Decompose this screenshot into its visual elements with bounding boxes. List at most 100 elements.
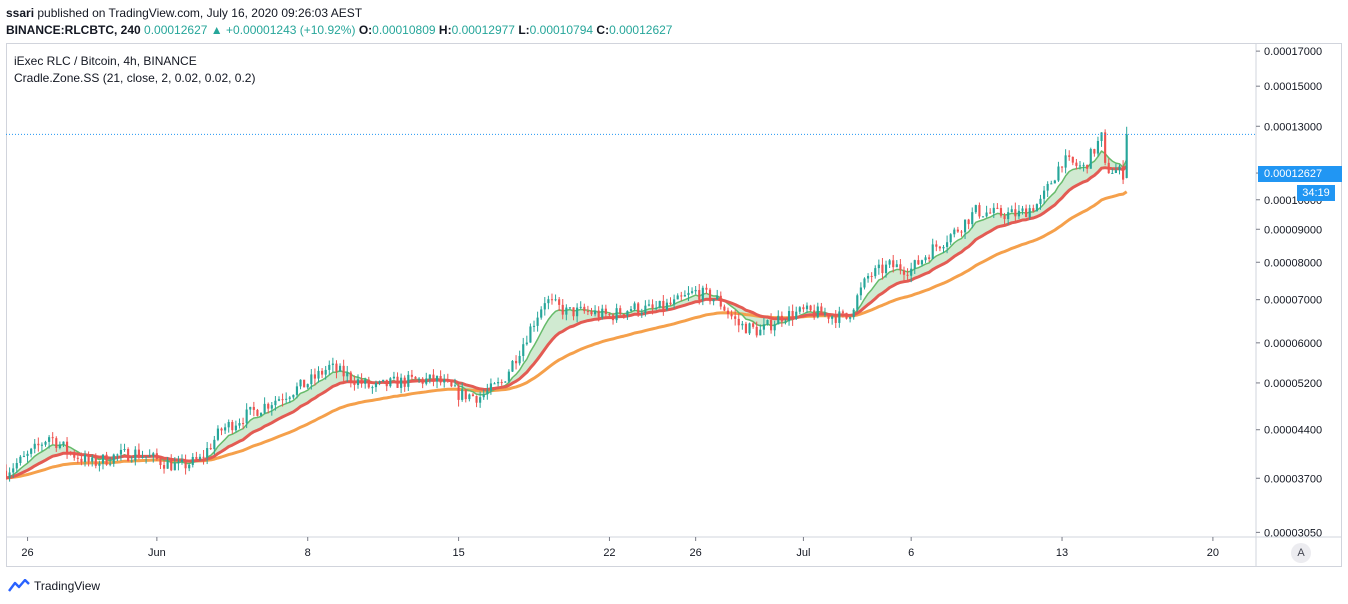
last-price-badge: 0.00012627 bbox=[1258, 166, 1342, 182]
open-label: O: bbox=[358, 23, 373, 37]
candle-body bbox=[19, 456, 22, 464]
candle-body bbox=[170, 460, 173, 471]
candle-body bbox=[198, 456, 202, 460]
y-tick-label: 0.00004400 bbox=[1264, 425, 1322, 437]
candle-body bbox=[295, 386, 299, 395]
candle-body bbox=[809, 305, 812, 311]
candle-body bbox=[306, 384, 309, 388]
candle-body bbox=[1039, 198, 1042, 205]
candle-body bbox=[389, 378, 392, 387]
candle-body bbox=[58, 444, 61, 449]
candle-body bbox=[73, 452, 76, 458]
candle-body bbox=[184, 459, 187, 469]
candle-body bbox=[274, 400, 277, 406]
candle-body bbox=[443, 379, 446, 383]
candle-body bbox=[374, 382, 378, 388]
candle-body bbox=[626, 310, 629, 316]
candle-body bbox=[493, 383, 496, 385]
candle-body bbox=[206, 448, 209, 458]
candle-body bbox=[145, 456, 148, 458]
candle-body bbox=[971, 212, 974, 225]
candle-body bbox=[974, 205, 977, 213]
candle-body bbox=[798, 307, 801, 312]
y-tick-label: 0.00015000 bbox=[1264, 81, 1322, 93]
candle-body bbox=[795, 311, 798, 319]
candle-body bbox=[550, 299, 554, 301]
candle-body bbox=[583, 306, 586, 312]
candle-body bbox=[651, 304, 654, 309]
auto-scale-button[interactable]: A bbox=[1291, 543, 1311, 563]
candle-body bbox=[744, 323, 748, 334]
published-text: published on TradingView.com, July 16, 2… bbox=[37, 6, 363, 20]
candle-body bbox=[1046, 183, 1049, 191]
candle-body bbox=[805, 305, 809, 310]
candle-body bbox=[877, 264, 880, 269]
candle-body bbox=[432, 374, 435, 382]
candle-body bbox=[1028, 208, 1031, 218]
candle-body bbox=[956, 229, 959, 232]
candle-body bbox=[346, 372, 349, 377]
price-chart[interactable]: 0.000170000.000150000.000130000.00011000… bbox=[6, 43, 1342, 567]
y-tick-label: 0.00013000 bbox=[1264, 121, 1322, 133]
candle-body bbox=[1107, 162, 1110, 174]
candle-body bbox=[532, 325, 536, 327]
candle-body bbox=[946, 242, 949, 247]
candle-body bbox=[177, 461, 180, 464]
candle-body bbox=[360, 379, 363, 384]
candle-body bbox=[1122, 166, 1125, 180]
candle-body bbox=[152, 453, 155, 456]
candle-body bbox=[385, 379, 388, 387]
candle-body bbox=[673, 299, 676, 305]
candle-body bbox=[155, 453, 158, 460]
candle-body bbox=[1100, 132, 1103, 141]
candle-body bbox=[719, 295, 722, 307]
candle-body bbox=[637, 303, 640, 314]
candle-body bbox=[367, 379, 370, 388]
candle-body bbox=[310, 374, 313, 385]
candle-body bbox=[44, 441, 47, 445]
low-label: L: bbox=[518, 23, 530, 37]
candle-body bbox=[755, 326, 758, 336]
candle-body bbox=[536, 317, 539, 326]
candle-body bbox=[1093, 149, 1096, 154]
candle-body bbox=[335, 363, 338, 372]
candle-body bbox=[414, 376, 417, 379]
y-tick-label: 0.00005200 bbox=[1264, 378, 1322, 390]
candle-body bbox=[917, 260, 920, 265]
y-tick-label: 0.00003700 bbox=[1264, 473, 1322, 485]
candle-body bbox=[895, 264, 898, 268]
candle-body bbox=[888, 260, 891, 265]
study-legend[interactable]: Cradle.Zone.SS (21, close, 2, 0.02, 0.02… bbox=[14, 71, 256, 85]
candle-body bbox=[554, 299, 557, 301]
candle-body bbox=[892, 260, 895, 268]
candle-body bbox=[166, 460, 169, 469]
candle-body bbox=[791, 310, 794, 319]
x-tick-label: 22 bbox=[603, 547, 615, 559]
candle-body bbox=[611, 315, 615, 321]
candle-body bbox=[989, 212, 992, 214]
candle-body bbox=[371, 387, 374, 389]
candle-body bbox=[726, 310, 730, 315]
candle-body bbox=[770, 320, 773, 331]
candle-body bbox=[80, 458, 83, 462]
publisher-name: ssari bbox=[6, 6, 35, 20]
candle-body bbox=[159, 459, 162, 466]
candle-body bbox=[475, 396, 478, 403]
candle-body bbox=[227, 421, 230, 428]
y-tick-label: 0.00006000 bbox=[1264, 338, 1322, 350]
candle-body bbox=[1118, 166, 1121, 171]
candle-body bbox=[665, 302, 668, 310]
x-tick-label: 8 bbox=[305, 547, 311, 559]
candle-body bbox=[15, 463, 18, 469]
footer: TradingView bbox=[8, 577, 100, 595]
candle-body bbox=[619, 308, 622, 315]
candle-body bbox=[748, 323, 751, 334]
candle-body bbox=[529, 326, 532, 343]
candle-body bbox=[220, 428, 223, 431]
candle-body bbox=[766, 320, 769, 325]
candle-body bbox=[382, 379, 385, 382]
candle-body bbox=[497, 382, 500, 384]
change-up-icon: ▲ bbox=[210, 23, 223, 37]
y-tick-label: 0.00009000 bbox=[1264, 224, 1322, 236]
candle-body bbox=[1068, 155, 1071, 157]
